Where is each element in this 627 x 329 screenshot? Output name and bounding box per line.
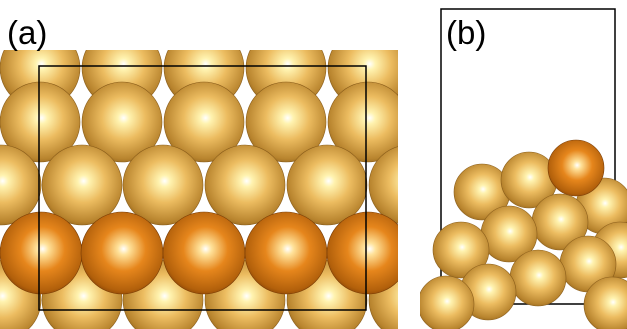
panel-a-label: (a) <box>7 14 47 51</box>
panel-b-atoms <box>420 139 627 329</box>
panel-a-atom-gold <box>245 81 327 163</box>
panel-b-atom-gold <box>509 249 567 307</box>
panel-b-atom-gold <box>420 275 475 329</box>
panel-a-atoms <box>0 50 398 329</box>
panel-a-atom-gold <box>204 144 286 226</box>
panel-a-atom-orange <box>326 211 398 295</box>
panel-a-atom-gold <box>41 144 123 226</box>
panel-b-atom-orange <box>547 139 605 197</box>
panel-a-surface-top-view: (a) <box>0 14 398 329</box>
panel-a-atom-gold <box>0 81 81 163</box>
panel-a-atom-orange <box>80 211 164 295</box>
panel-a-atom-gold <box>286 144 368 226</box>
panel-b-atom-gold <box>432 221 490 279</box>
panel-a-atom-gold <box>327 81 398 163</box>
panel-a-atom-gold <box>163 81 245 163</box>
panel-a-atom-orange <box>0 211 83 295</box>
panel-a-atom-gold <box>122 144 204 226</box>
panel-a-atom-gold <box>0 144 42 226</box>
panel-b-side-view: (b) <box>420 8 627 329</box>
panel-b-atom-gold <box>583 276 627 329</box>
panel-a-atom-orange <box>244 211 328 295</box>
panel-a-atom-orange <box>162 211 246 295</box>
panel-a-atom-gold <box>368 146 398 224</box>
panel-b-label: (b) <box>446 14 486 51</box>
panel-a-unit-cell <box>38 65 367 311</box>
panel-a-atom-gold <box>81 81 163 163</box>
